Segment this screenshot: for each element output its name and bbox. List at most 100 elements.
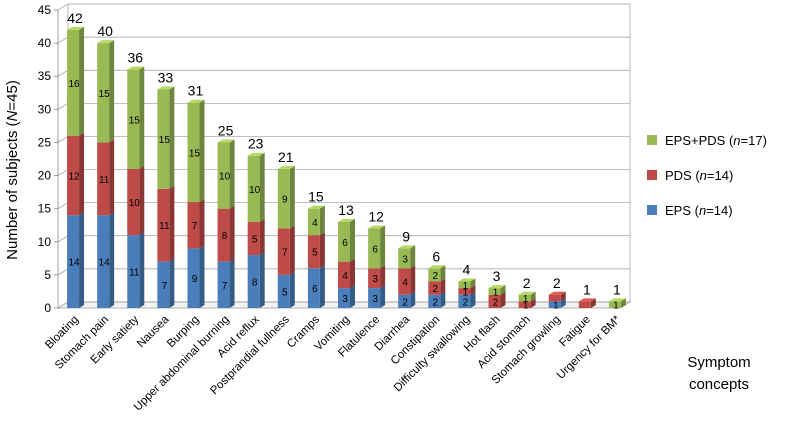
- segment-label: 2: [463, 297, 469, 308]
- bar-segment-top: [428, 265, 446, 269]
- bar-segment-side: [440, 265, 446, 282]
- gridline: [57, 3, 630, 11]
- bar-segment-side: [229, 139, 235, 209]
- bar-segment-side: [380, 225, 386, 269]
- category-label: Acid stomach: [475, 314, 532, 371]
- bar-segment-side: [199, 199, 205, 249]
- bar-segment: [428, 268, 441, 282]
- segment-label: 15: [159, 135, 171, 146]
- bar-total-label: 23: [248, 136, 264, 152]
- bar-total-label: 2: [523, 275, 531, 291]
- segment-label: 4: [402, 278, 408, 289]
- legend-swatch: [647, 170, 657, 180]
- bar-segment-side: [530, 291, 536, 302]
- bar-segment: [247, 221, 260, 256]
- segment-label: 3: [372, 274, 378, 285]
- bar-segment-side: [199, 99, 205, 203]
- bar-segment-side: [229, 205, 235, 262]
- bar-total-label: 31: [188, 83, 204, 99]
- bar-segment: [277, 168, 290, 229]
- segment-label: 3: [342, 294, 348, 305]
- bar-segment: [97, 142, 110, 216]
- bar-segment: [428, 281, 441, 295]
- segment-label: 15: [99, 89, 111, 100]
- bar-segment: [368, 288, 381, 308]
- bar-segment-top: [368, 225, 386, 229]
- bar-segment-side: [109, 139, 115, 216]
- legend-swatch: [647, 135, 657, 145]
- bar-segment: [67, 215, 80, 308]
- bar-segment-top: [127, 66, 145, 70]
- segment-label: 7: [222, 281, 228, 292]
- segment-label: 10: [249, 185, 261, 196]
- bar-segment-side: [109, 212, 115, 308]
- bar-total-label: 3: [493, 268, 501, 284]
- bar-segment-side: [169, 185, 175, 262]
- segment-label: 6: [372, 244, 378, 255]
- bar-segment: [428, 294, 441, 308]
- segment-label: 15: [189, 148, 201, 159]
- bar-segment: [338, 261, 350, 289]
- segment-label: 5: [282, 287, 288, 298]
- segment-label: 2: [433, 297, 439, 308]
- segment-label: 10: [219, 172, 231, 183]
- bar-segment-side: [289, 225, 295, 275]
- bar-segment-side: [199, 245, 205, 308]
- bar-segment-side: [79, 26, 85, 136]
- segment-label: 12: [68, 172, 80, 183]
- y-tick-label: 15: [38, 202, 52, 216]
- bar-segment: [608, 301, 621, 308]
- bar-segment: [277, 274, 290, 308]
- bar-segment: [97, 215, 110, 308]
- segment-label: 5: [312, 248, 318, 259]
- legend-label: EPS (n=14): [665, 203, 733, 218]
- bar-segment-side: [319, 232, 325, 269]
- bar-segment-side: [470, 285, 476, 295]
- y-tick-label: 20: [38, 169, 52, 183]
- bar-segment-top: [608, 298, 626, 302]
- bar-segment-side: [139, 165, 145, 236]
- segment-label: 1: [523, 294, 529, 305]
- bar-segment-top: [217, 139, 235, 143]
- legend-label: EPS+PDS (n=17): [665, 133, 767, 148]
- bar-total-label: 13: [338, 202, 354, 218]
- bar-segment: [368, 268, 381, 289]
- bar-segment: [458, 288, 471, 295]
- legend-label: PDS (n=14): [665, 168, 733, 183]
- y-tick-label: 45: [38, 3, 52, 17]
- bar-total-label: 2: [553, 275, 561, 291]
- legend: EPS+PDS (n=17) PDS (n=14) EPS (n=14): [647, 133, 767, 218]
- bar-total-label: 1: [583, 281, 591, 297]
- bar-segment: [247, 255, 260, 308]
- segment-label: 2: [402, 297, 408, 308]
- bar-segment-side: [410, 245, 416, 269]
- bar-segment-side: [560, 291, 566, 302]
- segment-label: 2: [433, 284, 439, 295]
- bar-segment: [398, 294, 411, 308]
- bar-segment-top: [247, 152, 265, 156]
- segment-label: 7: [192, 221, 198, 232]
- bar-segment-side: [500, 291, 506, 308]
- bar-segment-top: [458, 278, 476, 282]
- bar-segment: [398, 268, 411, 295]
- bar-segment-top: [97, 40, 115, 44]
- bar-total-label: 42: [67, 10, 83, 26]
- bar-segment-side: [350, 218, 355, 262]
- segment-label: 1: [463, 287, 469, 298]
- bar-total-label: 1: [613, 281, 621, 297]
- segment-label: 3: [372, 294, 378, 305]
- segment-label: 10: [129, 198, 141, 209]
- segment-label: 11: [99, 175, 110, 186]
- bar-segment: [548, 301, 561, 308]
- y-axis-title: Number of subjects (N=45): [4, 80, 21, 260]
- bar-segment-side: [139, 66, 145, 169]
- bar-segment-top: [187, 99, 205, 103]
- bar-segment: [187, 202, 200, 249]
- bar-total-label: 15: [308, 189, 324, 205]
- segment-label: 1: [493, 287, 499, 298]
- bar-segment: [458, 294, 471, 308]
- bar-total-label: 25: [218, 122, 234, 138]
- bar-segment-side: [79, 132, 85, 216]
- segment-label: 2: [433, 271, 439, 282]
- y-tick-label: 25: [38, 135, 52, 149]
